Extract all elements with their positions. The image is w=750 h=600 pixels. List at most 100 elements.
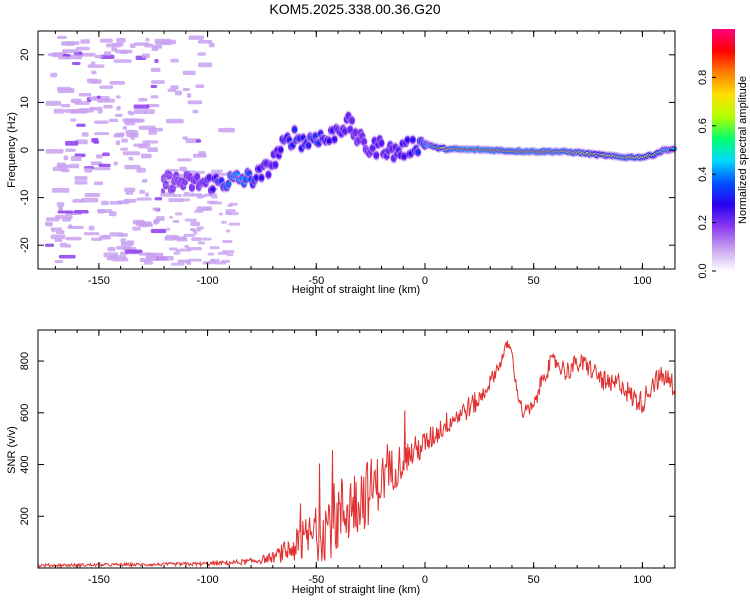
noise-blob	[146, 256, 158, 262]
noise-blob	[166, 118, 184, 124]
noise-blob	[225, 209, 237, 213]
noise-blob	[47, 53, 63, 57]
noise-blob	[170, 262, 185, 266]
noise-blob	[204, 261, 216, 265]
ridge-core	[349, 118, 355, 123]
noise-blob	[187, 100, 203, 105]
noise-blob	[198, 151, 206, 156]
ridge-core	[405, 137, 411, 143]
noise-blob	[138, 252, 154, 256]
noise-blob	[152, 207, 160, 211]
noise-blob	[221, 250, 235, 254]
noise-blob	[81, 197, 99, 203]
snr-x-tick-label: -150	[88, 574, 110, 586]
noise-blob	[45, 149, 64, 154]
noise-blob	[50, 72, 58, 78]
ridge-core	[292, 127, 298, 132]
noise-blob	[70, 156, 82, 161]
noise-blob	[195, 194, 207, 198]
spectrogram-y-label: Frequency (Hz)	[6, 112, 18, 188]
noise-blob	[62, 49, 79, 54]
noise-blob	[170, 85, 179, 90]
noise-blob	[79, 52, 96, 57]
colorbar: 0.0 0.2 0.4 0.6 0.8 Normalized spectral ampl…	[697, 29, 749, 279]
noise-blob	[154, 197, 163, 201]
noise-blob	[150, 95, 159, 99]
noise-blob	[109, 200, 123, 205]
snr-y-tick-label: 400	[19, 455, 31, 473]
noise-blob	[172, 220, 180, 224]
snr-x-tick-label: -100	[197, 574, 219, 586]
noise-blob	[99, 85, 114, 89]
noise-blob	[72, 199, 85, 203]
colorbar-gradient	[712, 29, 735, 271]
noise-blob	[171, 236, 185, 240]
noise-blob	[75, 139, 88, 145]
noise-blob	[133, 104, 150, 109]
noise-blob	[197, 241, 206, 245]
noise-blob	[127, 110, 133, 115]
noise-blob	[125, 129, 135, 134]
noise-blob	[70, 98, 82, 103]
noise-blob	[121, 138, 128, 143]
spectrogram-x-tick-label: -50	[308, 275, 324, 287]
noise-blob	[45, 100, 62, 106]
noise-blob	[84, 167, 93, 173]
snr-x-tick-label: 0	[422, 574, 428, 586]
ridge-core	[326, 138, 332, 144]
noise-blob	[189, 228, 196, 232]
noise-blob	[140, 153, 152, 159]
noise-blob	[115, 140, 121, 146]
noise-blob	[89, 106, 103, 111]
noise-blob	[54, 259, 64, 264]
noise-blob	[185, 261, 192, 265]
colorbar-tick-label: 0.2	[697, 215, 709, 230]
snr-y-label: SNR (v/v)	[6, 426, 18, 474]
ridge-core	[410, 137, 416, 143]
noise-blob	[74, 180, 88, 185]
noise-blob	[95, 154, 103, 159]
ridge-core	[243, 177, 249, 182]
noise-blob	[218, 212, 223, 216]
noise-blob	[108, 118, 119, 123]
noise-blob	[80, 39, 90, 44]
noise-blob	[218, 127, 235, 133]
ridge-core	[206, 175, 212, 180]
noise-blob	[65, 41, 80, 46]
noise-blob	[120, 147, 129, 151]
noise-blob	[195, 228, 202, 232]
ridge-core	[272, 162, 278, 168]
noise-blob	[179, 166, 187, 172]
noise-blob	[124, 164, 141, 170]
spectrogram-y-ticks: -20 -10 0 10 20	[19, 49, 675, 253]
noise-blob	[91, 70, 97, 75]
noise-blob	[64, 244, 72, 248]
noise-blob	[94, 120, 109, 124]
noise-blob	[51, 229, 56, 233]
ridge-core	[163, 182, 169, 188]
noise-blob	[55, 214, 73, 220]
noise-blob	[191, 237, 202, 242]
noise-blob	[50, 234, 66, 240]
spectrogram-x-tick-label: -150	[88, 275, 110, 287]
noise-blob	[113, 161, 118, 166]
noise-blob	[98, 163, 111, 168]
spectrogram-x-tick-label: 0	[422, 275, 428, 287]
colorbar-tick-label: 0.4	[697, 167, 709, 182]
ridge-core	[347, 127, 353, 132]
noise-blob	[207, 252, 215, 256]
noise-blob	[154, 38, 171, 44]
noise-blob	[84, 193, 101, 198]
ridge-core	[312, 133, 318, 139]
noise-blob	[120, 241, 134, 246]
spectrogram-y-tick-label: 20	[19, 49, 31, 61]
noise-blob	[142, 140, 159, 144]
ridge-core	[401, 154, 407, 159]
noise-blob	[100, 54, 115, 60]
noise-blob	[184, 244, 190, 248]
noise-blob	[109, 255, 127, 259]
noise-blob	[58, 205, 63, 211]
spectrogram-x-tick-label: -100	[197, 275, 219, 287]
noise-blob	[44, 222, 53, 227]
